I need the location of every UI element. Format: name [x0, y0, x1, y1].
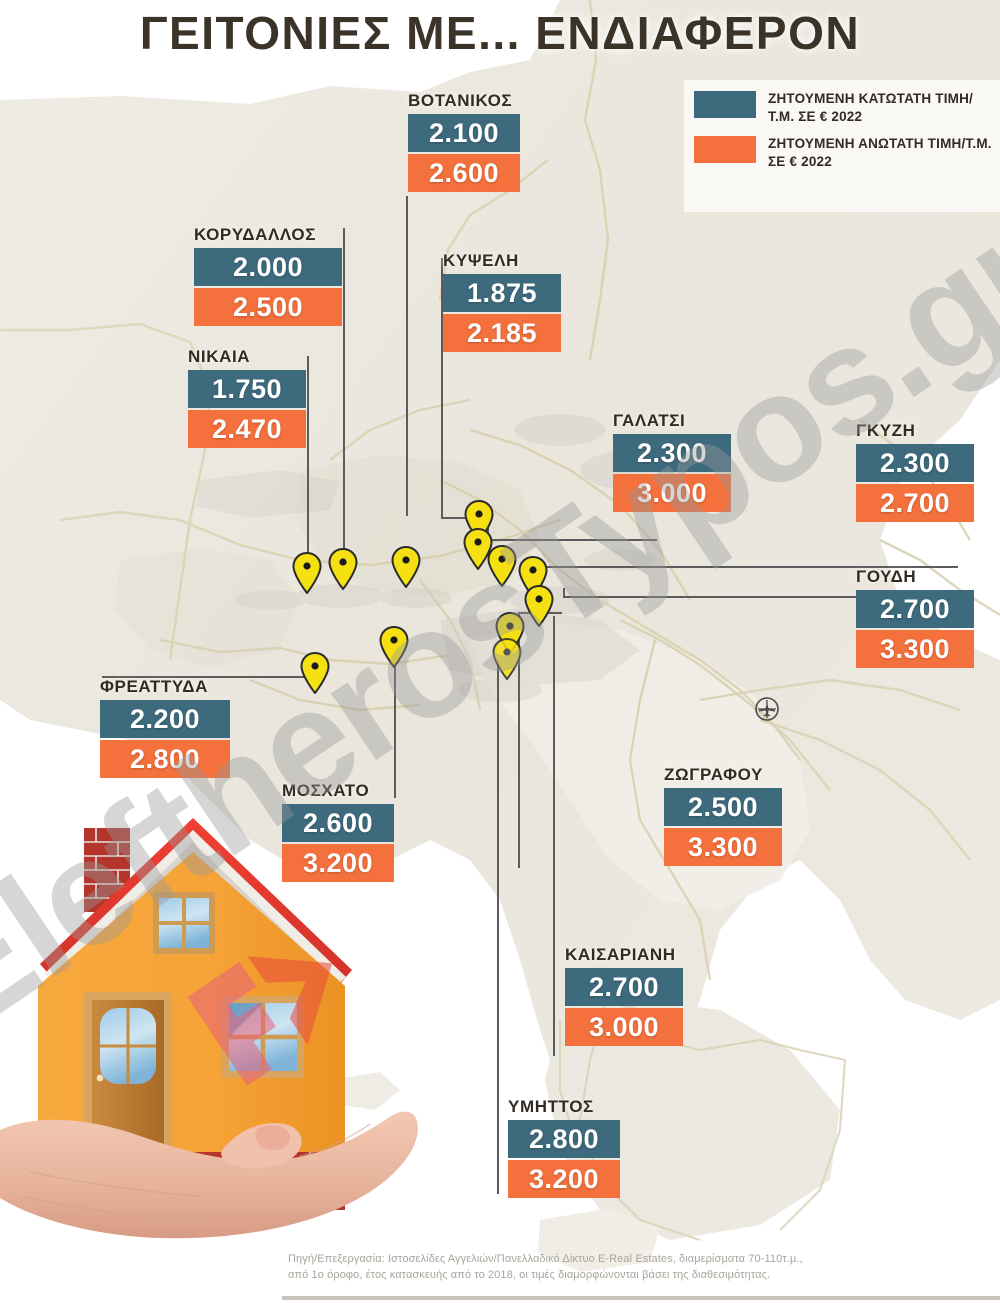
- leader-kypseli: [441, 258, 443, 518]
- legend-row-min: ΖΗΤΟΥΜΕΝΗ ΚΑΤΩΤΑΤΗ ΤΙΜΗ/Τ.Μ. ΣΕ € 2022: [694, 90, 994, 126]
- leader-nikaia: [307, 356, 309, 566]
- callout-max-gkyzi: 2.700: [856, 483, 974, 522]
- callout-min-kypseli: 1.875: [443, 273, 561, 312]
- leader-ymittos: [497, 660, 499, 1194]
- leader-galatsi-h: [487, 539, 657, 541]
- legend-row-max: ΖΗΤΟΥΜΕΝΗ ΑΝΩΤΑΤΗ ΤΙΜΗ/Τ.Μ. ΣΕ € 2022: [694, 135, 994, 171]
- callout-name-ymittos: ΥΜΗΤΤΟΣ: [508, 1097, 594, 1116]
- callout-name-gkyzi: ΓΚΥΖΗ: [856, 421, 916, 440]
- callout-max-kaisariani: 3.000: [565, 1007, 683, 1046]
- callout-max-galatsi: 3.000: [613, 473, 731, 512]
- map-pin-gkyzi[interactable]: [487, 545, 517, 587]
- callout-zografou[interactable]: ΖΩΓΡΑΦΟΥ 2.500 3.300: [664, 765, 782, 866]
- callout-name-votanikos: ΒΟΤΑΝΙΚΟΣ: [408, 91, 513, 110]
- leader-goudi-v: [563, 588, 565, 598]
- callout-galatsi[interactable]: ΓΑΛΑΤΣΙ 2.300 3.000: [613, 411, 731, 512]
- map-pin-kypseli[interactable]: [463, 528, 493, 570]
- callout-kaisariani[interactable]: ΚΑΙΣΑΡΙΑΝΗ 2.700 3.000: [565, 945, 683, 1046]
- leader-goudi-h2: [563, 596, 958, 598]
- callout-min-votanikos: 2.100: [408, 113, 520, 152]
- callout-min-zografou: 2.500: [664, 787, 782, 826]
- legend-label-max: ΖΗΤΟΥΜΕΝΗ ΑΝΩΤΑΤΗ ΤΙΜΗ/Τ.Μ. ΣΕ € 2022: [768, 135, 992, 169]
- callout-max-moschato: 3.200: [282, 843, 394, 882]
- leader-kaisariani: [553, 616, 555, 1056]
- callout-ymittos[interactable]: ΥΜΗΤΤΟΣ 2.800 3.200: [508, 1097, 620, 1198]
- footer-line-2: από 1ο όροφο, έτος κατασκευής από το 201…: [288, 1268, 771, 1281]
- callout-min-galatsi: 2.300: [613, 433, 731, 472]
- map-pin-goudi[interactable]: [524, 585, 554, 627]
- callout-min-gkyzi: 2.300: [856, 443, 974, 482]
- callout-max-korydallos: 2.500: [194, 287, 342, 326]
- callout-name-nikaia: ΝΙΚΑΙΑ: [188, 347, 251, 366]
- leader-zografou: [518, 612, 520, 868]
- leader-moschato: [394, 648, 396, 798]
- callout-votanikos[interactable]: ΒΟΤΑΝΙΚΟΣ 2.100 2.600: [408, 91, 520, 192]
- callout-name-korydallos: ΚΟΡΥΔΑΛΛΟΣ: [194, 225, 316, 244]
- leader-votanikos: [406, 196, 408, 516]
- callout-name-freattyda: ΦΡΕΑΤΤΥΔΑ: [100, 677, 208, 696]
- callout-max-zografou: 3.300: [664, 827, 782, 866]
- callout-name-moschato: ΜΟΣΧΑΤΟ: [282, 781, 370, 800]
- legend: ΖΗΤΟΥΜΕΝΗ ΚΑΤΩΤΑΤΗ ΤΙΜΗ/Τ.Μ. ΣΕ € 2022 Ζ…: [684, 80, 1000, 212]
- callout-nikaia[interactable]: ΝΙΚΑΙΑ 1.750 2.470: [188, 347, 306, 448]
- callout-max-kypseli: 2.185: [443, 313, 561, 352]
- max-price-swatch: [694, 135, 756, 163]
- callout-min-kaisariani: 2.700: [565, 967, 683, 1006]
- callout-max-nikaia: 2.470: [188, 409, 306, 448]
- legend-label-min: ΖΗΤΟΥΜΕΝΗ ΚΑΤΩΤΑΤΗ ΤΙΜΗ/Τ.Μ. ΣΕ € 2022: [768, 91, 973, 124]
- page-title: ΓΕΙΤΟΝΙΕΣ ΜΕ... ΕΝΔΙΑΦΕΡΟΝ: [139, 7, 861, 59]
- map-pin-votanikos[interactable]: [391, 546, 421, 588]
- callout-min-freattyda: 2.200: [100, 699, 230, 738]
- map-pin-moschato[interactable]: [379, 626, 409, 668]
- callout-min-nikaia: 1.750: [188, 369, 306, 408]
- title-band: ΓΕΙΤΟΝΙΕΣ ΜΕ... ΕΝΔΙΑΦΕΡΟΝ: [0, 0, 1000, 78]
- callout-min-korydallos: 2.000: [194, 247, 342, 286]
- map-pin-kaisariani[interactable]: [492, 638, 522, 680]
- callout-kypseli[interactable]: ΚΥΨΕΛΗ 1.875 2.185: [443, 251, 561, 352]
- callout-freattyda[interactable]: ΦΡΕΑΤΤΥΔΑ 2.200 2.800: [100, 677, 230, 778]
- callout-name-zografou: ΖΩΓΡΑΦΟΥ: [664, 765, 763, 784]
- callout-name-kypseli: ΚΥΨΕΛΗ: [443, 251, 519, 270]
- map-pin-korydallos[interactable]: [328, 548, 358, 590]
- leader-gkyzi-h: [540, 566, 958, 568]
- airport-icon: [755, 697, 779, 721]
- callout-min-ymittos: 2.800: [508, 1119, 620, 1158]
- callout-max-ymittos: 3.200: [508, 1159, 620, 1198]
- footer-rule: [282, 1296, 1000, 1300]
- map-pin-nikaia[interactable]: [292, 552, 322, 594]
- leader-freattyda-h: [102, 676, 316, 678]
- callout-min-goudi: 2.700: [856, 589, 974, 628]
- footer-source: Πηγή/Επεξεργασία: Ιστοσελίδες Αγγελιών/Π…: [288, 1252, 988, 1284]
- callout-goudi[interactable]: ΓΟΥΔΗ 2.700 3.300: [856, 567, 974, 668]
- callout-max-freattyda: 2.800: [100, 739, 230, 778]
- leader-korydallos: [343, 228, 345, 568]
- callout-name-galatsi: ΓΑΛΑΤΣΙ: [613, 411, 686, 430]
- min-price-swatch: [694, 91, 756, 118]
- callout-max-votanikos: 2.600: [408, 153, 520, 192]
- callout-korydallos[interactable]: ΚΟΡΥΔΑΛΛΟΣ 2.000 2.500: [194, 225, 342, 326]
- footer-line-1: Πηγή/Επεξεργασία: Ιστοσελίδες Αγγελιών/Π…: [288, 1253, 803, 1265]
- callout-max-goudi: 3.300: [856, 629, 974, 668]
- house-in-hand-photo: [0, 818, 418, 1239]
- callout-moschato[interactable]: ΜΟΣΧΑΤΟ 2.600 3.200: [282, 781, 394, 882]
- callout-name-goudi: ΓΟΥΔΗ: [856, 567, 917, 586]
- callout-min-moschato: 2.600: [282, 803, 394, 842]
- map-pin-freattyda[interactable]: [300, 652, 330, 694]
- callout-name-kaisariani: ΚΑΙΣΑΡΙΑΝΗ: [565, 945, 676, 964]
- leader-kypseli-h: [441, 517, 479, 519]
- callout-gkyzi[interactable]: ΓΚΥΖΗ 2.300 2.700: [856, 421, 974, 522]
